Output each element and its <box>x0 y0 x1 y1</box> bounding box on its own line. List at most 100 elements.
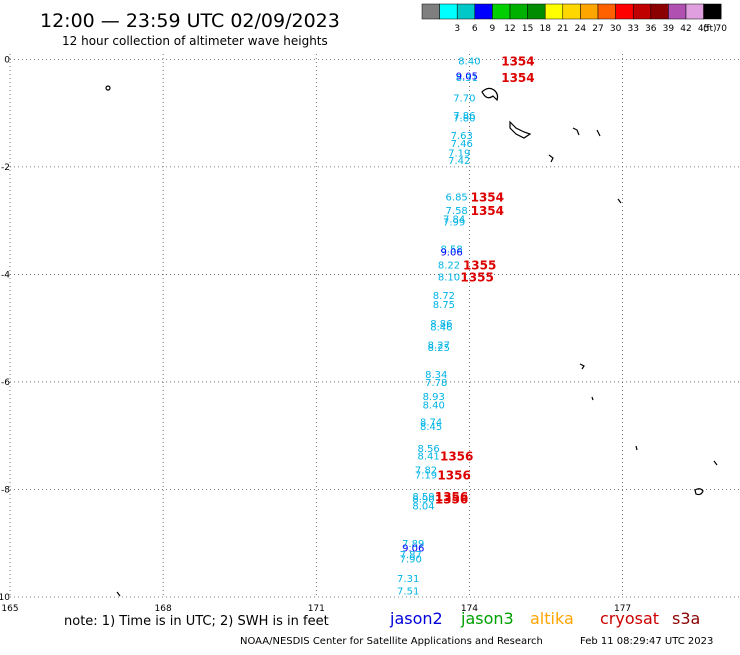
plot-grid <box>9 54 740 598</box>
y-tick-label: -2 <box>1 163 10 173</box>
legend-swatch <box>456 3 476 20</box>
y-tick-label: -10 <box>0 593 10 603</box>
swh-value: 7.19 <box>448 148 470 159</box>
swh-value: 7.86 <box>453 111 475 122</box>
legend-tick-label: 24 <box>575 24 587 34</box>
island <box>591 396 594 401</box>
swh-value: 7.63 <box>451 131 473 142</box>
swh-value: 8.40 <box>458 56 480 67</box>
swh-value: 7.78 <box>425 378 447 389</box>
island <box>694 488 704 496</box>
swh-value: 8.74 <box>420 418 442 429</box>
satellite-name: altika <box>530 609 574 628</box>
y-tick-label: -8 <box>1 485 10 495</box>
swh-value: 7.51 <box>397 587 419 598</box>
x-tick-label: 168 <box>155 604 172 614</box>
legend-tick-label: 15 <box>522 24 533 34</box>
time-label: 1356 <box>435 490 468 504</box>
swh-value: 7.58 <box>446 206 468 217</box>
swh-value: 7.84 <box>443 215 465 226</box>
legend-swatch <box>439 3 458 20</box>
legend-tick-label: 42 <box>680 24 691 34</box>
legend-swatch <box>562 3 581 20</box>
swh-value: 8.41 <box>417 452 439 463</box>
swh-value: 7.89 <box>402 539 424 550</box>
legend-tick-label: 70 <box>715 24 727 34</box>
island <box>579 363 585 370</box>
legend-tick-label: 12 <box>504 24 515 34</box>
swh-value: 8.10 <box>438 273 460 284</box>
chart-subtitle: 12 hour collection of altimeter wave hei… <box>62 34 328 48</box>
swh-value: 8.75 <box>433 300 455 311</box>
legend-swatch <box>632 3 652 20</box>
island <box>548 154 554 163</box>
satellite-name: cryosat <box>600 609 659 628</box>
swh-value: 8.86 <box>430 319 452 330</box>
swh-value: 7.80 <box>453 113 475 124</box>
legend-unit: (ft) <box>703 24 717 34</box>
y-tick-label: -4 <box>1 270 10 280</box>
swh-value: 7.87 <box>400 550 422 561</box>
color-legend: 3 6 9 12 15 18 21 24 27 30 33 36 39 42 45 70 <box>421 3 727 34</box>
swh-value: 8.40 <box>423 401 445 412</box>
legend-tick-label: 36 <box>645 24 657 34</box>
swh-value: 8.45 <box>420 422 442 433</box>
swh-value: 7.99 <box>443 218 465 229</box>
island <box>713 460 718 466</box>
swh-value: 8.27 <box>428 340 450 351</box>
legend-tick-label: 9 <box>490 24 496 34</box>
legend-swatch <box>668 3 687 20</box>
time-label: 1354 <box>501 71 534 85</box>
legend-tick-label: 39 <box>663 24 675 34</box>
time-label: 1356 <box>435 493 468 507</box>
legend-swatch <box>492 3 511 20</box>
swh-value: 8.59 <box>412 492 434 503</box>
swh-value: 8.46 <box>430 323 452 334</box>
satellite-name: jason2 <box>389 609 443 628</box>
x-tick-label: 177 <box>614 604 631 614</box>
legend-swatch <box>474 3 493 20</box>
legend-tick-label: 6 <box>472 24 478 34</box>
swh-value: 8.22 <box>438 261 460 272</box>
swh-value: 9.06 <box>402 544 424 555</box>
credit-text: NOAA/NESDIS Center for Satellite Applica… <box>240 636 543 647</box>
y-tick-label: 0 <box>4 55 10 65</box>
swh-value: 8.56 <box>417 444 439 455</box>
swh-value: 7.19 <box>415 470 437 481</box>
swh-value: 8.34 <box>425 370 447 381</box>
axis-tick-labels: 165 168 171 174 177 0 -2 -4 -6 -8 -10 <box>0 55 631 614</box>
legend-tick-label: 3 <box>454 24 460 34</box>
island <box>572 127 580 136</box>
legend-swatch <box>527 3 546 20</box>
island <box>596 129 601 137</box>
swh-value: 8.72 <box>433 291 455 302</box>
chart-title: 12:00 — 23:59 UTC 02/09/2023 <box>40 10 340 32</box>
y-tick-label: -6 <box>1 378 10 388</box>
swh-value: 7.82 <box>415 466 437 477</box>
legend-tick-label: 27 <box>592 24 603 34</box>
swh-value: 9.05 <box>456 72 478 83</box>
time-label: 1355 <box>460 271 493 285</box>
legend-swatch <box>615 3 634 20</box>
legend-swatch <box>597 3 616 20</box>
swh-value: 8.04 <box>412 502 434 513</box>
legend-swatch <box>421 3 440 20</box>
swh-values: 8.408.319.057.707.867.807.637.467.197.42… <box>397 56 481 597</box>
time-label: 1356 <box>437 468 470 482</box>
swh-value: 7.42 <box>448 156 470 167</box>
legend-tick-label: 18 <box>539 24 551 34</box>
island <box>617 198 622 204</box>
x-tick-label: 171 <box>308 604 325 614</box>
satellite-legend: jason2 jason3 altika cryosat s3a <box>389 609 700 628</box>
island <box>116 591 121 597</box>
time-label: 1356 <box>440 450 473 464</box>
time-label: 1354 <box>471 190 504 204</box>
swh-value: 7.46 <box>451 139 473 150</box>
swh-value: 8.25 <box>428 343 450 354</box>
units-note: note: 1) Time is in UTC; 2) SWH is in fe… <box>64 614 329 629</box>
legend-swatch <box>703 3 722 20</box>
legend-tick-label: 30 <box>610 24 622 34</box>
island <box>481 87 499 102</box>
time-label: 1354 <box>501 54 534 68</box>
